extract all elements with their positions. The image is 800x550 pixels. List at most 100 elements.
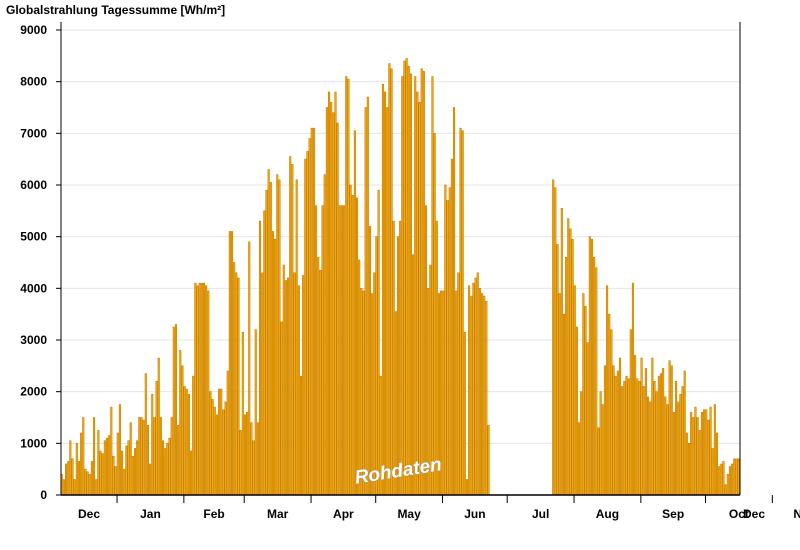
- x-tick-label: Dec: [743, 507, 765, 521]
- x-tick-label: Nov: [793, 507, 800, 521]
- bar: [276, 174, 279, 496]
- bar: [299, 375, 303, 496]
- bar: [179, 350, 182, 496]
- bar: [388, 63, 391, 496]
- bar: [694, 406, 697, 496]
- bar: [659, 373, 662, 496]
- bar: [358, 259, 361, 496]
- bar: [265, 189, 268, 496]
- bar: [362, 290, 365, 496]
- bar: [552, 179, 555, 496]
- bar: [461, 130, 464, 496]
- bar: [690, 412, 693, 496]
- bar: [601, 404, 604, 496]
- bar: [321, 205, 324, 496]
- bar: [463, 331, 466, 496]
- bar: [444, 184, 447, 496]
- bar: [390, 68, 393, 496]
- bar: [347, 78, 350, 496]
- bar: [446, 200, 449, 496]
- bar: [351, 195, 354, 496]
- bar: [593, 257, 596, 496]
- bar: [246, 412, 249, 496]
- y-tick-label: 6000: [20, 178, 47, 192]
- bar: [123, 468, 126, 496]
- bar: [474, 277, 477, 496]
- bar: [610, 329, 613, 496]
- bar: [677, 401, 680, 496]
- bar: [202, 282, 206, 496]
- bar: [377, 189, 380, 496]
- bar: [629, 329, 632, 496]
- x-tick-label: Mar: [267, 507, 289, 521]
- bar: [399, 220, 402, 496]
- bar: [681, 386, 684, 496]
- bar: [332, 112, 335, 496]
- bar: [127, 440, 130, 496]
- bar: [263, 210, 266, 496]
- bar: [241, 331, 244, 496]
- bar: [302, 275, 305, 496]
- bar: [373, 272, 376, 496]
- bar: [713, 404, 716, 496]
- bar: [142, 419, 145, 496]
- bar: [95, 479, 98, 496]
- bar: [420, 68, 423, 496]
- bar: [416, 91, 419, 496]
- bar: [649, 401, 652, 496]
- bar: [105, 437, 109, 496]
- bar: [159, 417, 162, 496]
- bar: [192, 375, 195, 496]
- bar: [304, 158, 307, 496]
- bar: [71, 458, 74, 496]
- bar: [368, 226, 371, 496]
- bar: [692, 417, 695, 496]
- y-tick-label: 1000: [20, 436, 47, 450]
- bar: [323, 174, 326, 496]
- bar: [675, 381, 678, 496]
- bar: [256, 422, 259, 496]
- bar: [662, 368, 665, 496]
- bar: [478, 288, 481, 496]
- bar: [608, 313, 611, 496]
- bar: [597, 427, 600, 496]
- bar: [582, 293, 585, 496]
- bar: [295, 179, 298, 496]
- bar: [642, 386, 645, 496]
- bar: [133, 448, 137, 496]
- x-tick-label: May: [397, 507, 421, 521]
- bar: [571, 238, 574, 496]
- bar: [67, 461, 70, 496]
- bar: [233, 262, 236, 496]
- bar: [614, 375, 617, 496]
- bar: [308, 138, 311, 496]
- bar: [668, 360, 671, 496]
- bar: [468, 285, 471, 496]
- bar: [627, 378, 630, 496]
- bar: [455, 290, 458, 496]
- bar: [93, 417, 96, 496]
- x-tick-label: Jun: [464, 507, 485, 521]
- bar: [213, 406, 216, 496]
- bar: [306, 151, 309, 496]
- bar: [644, 368, 647, 496]
- bar: [424, 205, 428, 496]
- bar: [336, 122, 339, 496]
- bar: [310, 127, 313, 496]
- bar: [228, 231, 231, 496]
- bar: [259, 220, 262, 496]
- bar: [726, 474, 729, 496]
- bar: [185, 388, 188, 496]
- bar: [356, 197, 359, 496]
- x-tick-label: Feb: [203, 507, 224, 521]
- bar: [211, 399, 214, 496]
- x-tick-label: Dec: [78, 507, 100, 521]
- bar: [657, 375, 660, 496]
- bar: [573, 285, 576, 496]
- bar: [207, 290, 210, 496]
- bar: [325, 107, 328, 496]
- y-tick-label: 3000: [20, 333, 47, 347]
- x-tick-label: Jul: [532, 507, 549, 521]
- bar: [707, 419, 710, 496]
